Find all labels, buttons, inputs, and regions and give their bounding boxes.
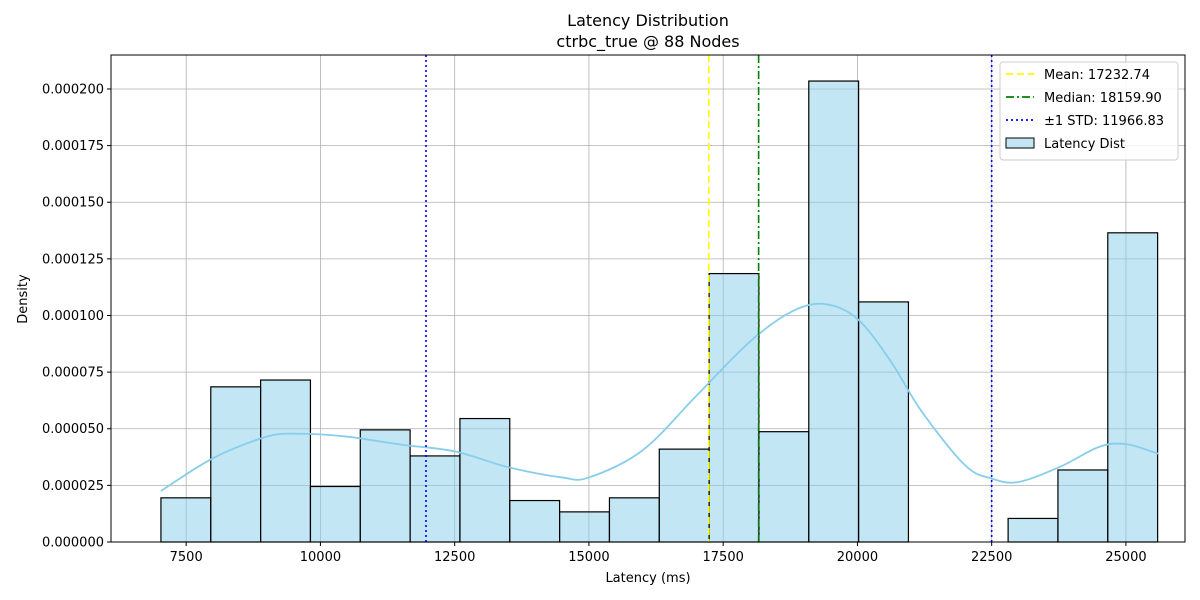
histogram-bar <box>1007 517 1059 543</box>
x-tick-label: 17500 <box>703 550 744 565</box>
histogram-bar <box>658 448 710 543</box>
x-tick-label: 12500 <box>434 550 475 565</box>
histogram-bar <box>608 497 660 543</box>
legend: Mean: 17232.74 Median: 18159.90 ±1 STD: 11… <box>999 61 1179 161</box>
y-tick-label: 0.000100 <box>42 309 104 324</box>
legend-label: Mean: 17232.74 <box>1044 68 1150 83</box>
histogram-bar <box>858 301 910 543</box>
legend-label: Median: 18159.90 <box>1044 91 1162 106</box>
y-axis-ticks: 0.000000 0.000025 0.000050 0.000075 0.000100… <box>42 82 111 551</box>
y-tick-label: 0.000050 <box>42 422 104 437</box>
histogram-bar <box>758 431 810 543</box>
kde-curve-group <box>160 302 1159 492</box>
y-tick-label: 0.000000 <box>42 536 104 551</box>
x-tick-label: 22500 <box>971 550 1012 565</box>
x-axis-label: Latency (ms) <box>605 571 690 586</box>
y-tick-label: 0.000025 <box>42 479 104 494</box>
legend-label: ±1 STD: 11966.83 <box>1044 114 1164 129</box>
histogram-bar <box>210 386 262 543</box>
kde-curve <box>160 302 1159 492</box>
histogram-bar <box>808 80 860 543</box>
chart-title: Latency Distribution <box>567 11 729 30</box>
histogram-bar <box>1107 232 1159 543</box>
x-tick-label: 10000 <box>300 550 341 565</box>
chart-subtitle: ctrbc_true @ 88 Nodes <box>556 32 739 52</box>
histogram-bar <box>409 455 461 543</box>
histogram-bar <box>260 379 312 543</box>
x-tick-label: 25000 <box>1105 550 1146 565</box>
legend-swatch <box>1005 137 1035 149</box>
x-tick-label: 7500 <box>170 550 203 565</box>
histogram-bar <box>708 272 760 543</box>
histogram-bar <box>309 485 361 543</box>
histogram-bar <box>559 511 611 543</box>
y-tick-label: 0.000125 <box>42 252 104 267</box>
y-axis-label: Density <box>16 274 31 324</box>
plot-frame <box>110 54 1186 543</box>
x-axis-ticks: 7500 10000 12500 15000 17500 20000 22500 25000 <box>170 542 1147 565</box>
y-tick-label: 0.000150 <box>42 196 104 211</box>
y-tick-label: 0.000200 <box>42 82 104 97</box>
histogram-bar <box>1057 469 1109 543</box>
legend-label: Latency Dist <box>1044 137 1125 152</box>
x-tick-label: 15000 <box>568 550 609 565</box>
histogram-bar <box>509 499 561 543</box>
histogram-bar <box>459 417 511 543</box>
x-tick-label: 20000 <box>837 550 878 565</box>
reference-lines <box>425 55 993 542</box>
histogram-bar <box>160 497 212 543</box>
histogram-bars <box>160 80 1159 543</box>
histogram-bar <box>359 429 411 543</box>
y-tick-label: 0.000175 <box>42 139 104 154</box>
legend-box <box>999 61 1179 161</box>
y-tick-label: 0.000075 <box>42 366 104 381</box>
